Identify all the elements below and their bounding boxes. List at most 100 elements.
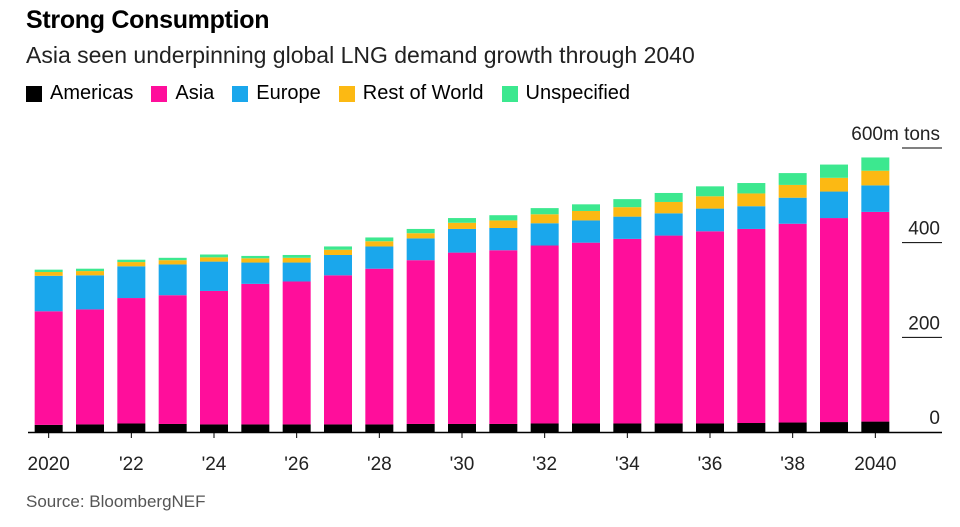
bar-rest-of-world-2034: [613, 207, 642, 217]
bar-rest-of-world-2036: [696, 196, 724, 209]
bar-europe-2026: [282, 262, 311, 282]
bar-europe-2025: [241, 262, 270, 284]
bar-rest-of-world-2031: [489, 220, 518, 228]
x-tick-label-2024: '24: [202, 454, 227, 475]
bar-unspecified-2036: [696, 186, 724, 197]
bar-rest-of-world-2021: [76, 271, 104, 276]
legend-label-rest-of-world: Rest of World: [362, 82, 484, 104]
legend-label-asia: Asia: [175, 82, 215, 104]
bar-europe-2029: [406, 238, 435, 261]
bar-americas-2029: [406, 423, 435, 432]
bar-asia-2033: [572, 242, 600, 424]
bar-europe-2033: [572, 220, 600, 243]
bar-rest-of-world-2027: [324, 249, 352, 255]
bar-asia-2038: [778, 223, 807, 423]
bar-unspecified-2026: [282, 254, 311, 258]
bar-unspecified-2040: [861, 157, 890, 171]
x-tick-label-2020: 2020: [28, 454, 70, 475]
chart-legend: Americas Asia Europe Rest of World Unspe…: [26, 82, 630, 105]
bar-europe-2036: [696, 208, 724, 232]
bar-rest-of-world-2022: [117, 262, 146, 267]
bar-asia-2036: [696, 231, 724, 424]
x-tick-label-2026: '26: [284, 454, 309, 475]
bar-americas-2032: [530, 423, 559, 432]
bar-americas-2034: [613, 423, 642, 432]
x-tick-label-2028: '28: [367, 454, 392, 475]
bar-americas-2038: [778, 422, 807, 432]
legend-label-americas: Americas: [50, 82, 134, 104]
x-tick-label-2034: '34: [615, 454, 640, 475]
bar-americas-2037: [737, 423, 766, 432]
bar-americas-2023: [158, 423, 187, 432]
bar-unspecified-2032: [530, 208, 559, 215]
bar-unspecified-2024: [200, 254, 228, 258]
bar-rest-of-world-2028: [365, 241, 394, 247]
bar-asia-2032: [530, 245, 559, 424]
bar-americas-2021: [76, 424, 104, 432]
bar-unspecified-2029: [406, 228, 435, 234]
bar-europe-2035: [654, 213, 683, 236]
bar-americas-2026: [282, 424, 311, 432]
bar-americas-2025: [241, 424, 270, 432]
bar-rest-of-world-2038: [778, 184, 807, 198]
chart-title: Strong Consumption: [26, 6, 270, 34]
bar-europe-2023: [158, 264, 187, 296]
bar-europe-2037: [737, 206, 766, 229]
legend-swatch-americas: [26, 85, 42, 102]
bar-europe-2034: [613, 216, 642, 239]
legend-swatch-europe: [232, 85, 249, 102]
bar-europe-2030: [448, 228, 476, 253]
bar-rest-of-world-2030: [448, 222, 476, 229]
bar-americas-2039: [820, 422, 848, 432]
bar-asia-2031: [489, 250, 518, 424]
chart-subtitle: Asia seen underpinning global LNG demand…: [26, 42, 695, 68]
bar-unspecified-2021: [76, 268, 104, 272]
bar-rest-of-world-2024: [200, 257, 228, 262]
bar-asia-2035: [654, 235, 683, 424]
bar-asia-2020: [34, 311, 63, 425]
bar-rest-of-world-2037: [737, 193, 766, 207]
bar-rest-of-world-2039: [820, 177, 848, 192]
bar-unspecified-2023: [158, 257, 187, 261]
bar-asia-2027: [324, 275, 352, 425]
bar-europe-2040: [861, 185, 890, 212]
bar-unspecified-2022: [117, 259, 146, 263]
bar-europe-2031: [489, 227, 518, 251]
bar-asia-2034: [613, 238, 642, 424]
bar-unspecified-2027: [324, 246, 352, 250]
bar-rest-of-world-2035: [654, 201, 683, 214]
bar-unspecified-2037: [737, 183, 766, 194]
bar-americas-2031: [489, 423, 518, 432]
bar-unspecified-2034: [613, 199, 642, 208]
y-tick-label-400: 400: [908, 219, 940, 240]
bar-europe-2027: [324, 254, 352, 276]
bar-americas-2033: [572, 423, 600, 432]
bar-unspecified-2035: [654, 192, 683, 202]
bar-americas-2040: [861, 421, 890, 432]
legend-item-unspecified: Unspecified: [501, 82, 630, 105]
bar-unspecified-2033: [572, 204, 600, 211]
bar-americas-2036: [696, 423, 724, 432]
x-tick-label-2038: '38: [780, 454, 805, 475]
bar-rest-of-world-2026: [282, 257, 311, 263]
bar-europe-2038: [778, 197, 807, 224]
bar-americas-2027: [324, 424, 352, 432]
legend-item-americas: Americas: [26, 82, 133, 105]
bar-europe-2021: [76, 275, 104, 310]
bar-unspecified-2038: [778, 173, 807, 185]
bar-asia-2021: [76, 309, 104, 425]
bar-rest-of-world-2033: [572, 210, 600, 221]
bar-asia-2039: [820, 218, 848, 423]
bar-asia-2026: [282, 281, 311, 425]
source-note: Source: BloombergNEF: [26, 492, 206, 511]
bar-unspecified-2030: [448, 218, 476, 223]
bar-asia-2040: [861, 211, 890, 422]
bar-europe-2024: [200, 261, 228, 291]
bar-unspecified-2020: [34, 269, 63, 273]
bar-europe-2039: [820, 191, 848, 219]
bar-rest-of-world-2032: [530, 214, 559, 224]
bar-asia-2029: [406, 260, 435, 424]
bar-rest-of-world-2029: [406, 233, 435, 239]
bar-unspecified-2031: [489, 215, 518, 221]
